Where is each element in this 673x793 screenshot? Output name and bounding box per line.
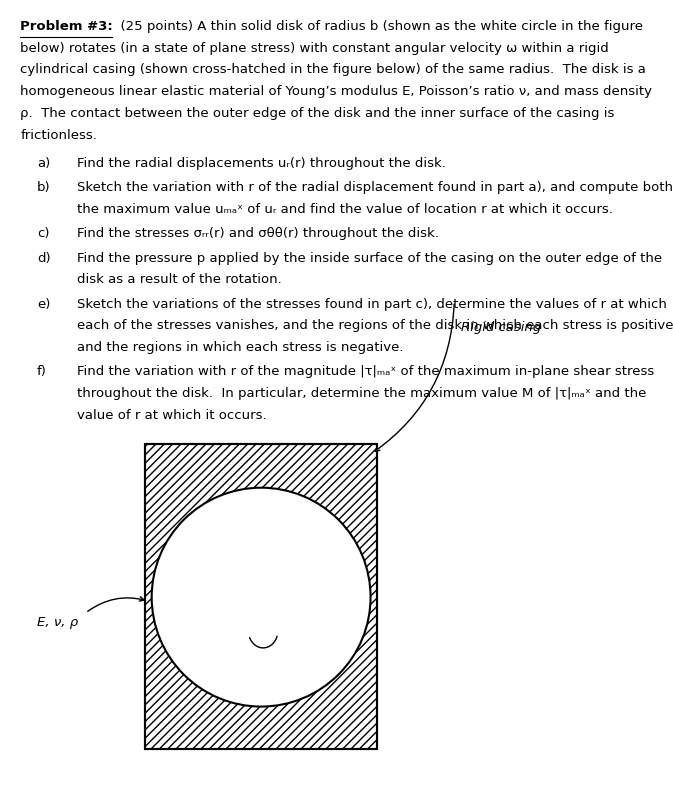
Text: Find the stresses σᵣᵣ(r) and σθθ(r) throughout the disk.: Find the stresses σᵣᵣ(r) and σθθ(r) thro…	[77, 228, 439, 240]
Text: Rigid casing: Rigid casing	[461, 321, 541, 334]
Text: r: r	[225, 535, 230, 548]
Text: a): a)	[37, 157, 50, 170]
Text: Sketch the variation with r of the radial displacement found in part a), and com: Sketch the variation with r of the radia…	[77, 182, 673, 194]
Text: the maximum value uₘₐˣ of uᵣ and find the value of location r at which it occurs: the maximum value uₘₐˣ of uᵣ and find th…	[77, 203, 613, 216]
Text: ρ.  The contact between the outer edge of the disk and the inner surface of the : ρ. The contact between the outer edge of…	[20, 107, 614, 120]
Text: b): b)	[37, 182, 50, 194]
Bar	[145, 444, 377, 749]
Text: disk as a result of the rotation.: disk as a result of the rotation.	[77, 274, 282, 286]
Text: b: b	[311, 564, 319, 577]
Text: Sketch the variations of the stresses found in part c), determine the values of : Sketch the variations of the stresses fo…	[77, 297, 667, 311]
Text: value of r at which it occurs.: value of r at which it occurs.	[77, 409, 267, 422]
Text: c): c)	[37, 228, 50, 240]
Text: Find the radial displacements uᵣ(r) throughout the disk.: Find the radial displacements uᵣ(r) thro…	[77, 157, 446, 170]
Text: frictionless.: frictionless.	[20, 129, 97, 142]
Text: f): f)	[37, 366, 47, 378]
Text: throughout the disk.  In particular, determine the maximum value M of |τ|ₘₐˣ and: throughout the disk. In particular, dete…	[77, 387, 647, 400]
Text: Find the variation with r of the magnitude |τ|ₘₐˣ of the maximum in-plane shear : Find the variation with r of the magnitu…	[77, 366, 655, 378]
Text: homogeneous linear elastic material of Young’s modulus E, Poisson’s ratio ν, and: homogeneous linear elastic material of Y…	[20, 86, 652, 98]
Text: (25 points) A thin solid disk of radius b (shown as the white circle in the figu: (25 points) A thin solid disk of radius …	[112, 20, 643, 33]
Text: Problem #3:: Problem #3:	[20, 20, 113, 33]
Bar	[145, 444, 377, 749]
Text: d): d)	[37, 251, 50, 265]
Text: e): e)	[37, 297, 50, 311]
Text: cylindrical casing (shown cross-hatched in the figure below) of the same radius.: cylindrical casing (shown cross-hatched …	[20, 63, 646, 76]
Text: below) rotates (in a state of plane stress) with constant angular velocity ω wit: below) rotates (in a state of plane stre…	[20, 41, 609, 55]
Text: and the regions in which each stress is negative.: and the regions in which each stress is …	[77, 341, 404, 354]
Text: E, ν, ρ: E, ν, ρ	[37, 616, 78, 629]
Ellipse shape	[151, 488, 371, 707]
Text: each of the stresses vanishes, and the regions of the disk in which each stress : each of the stresses vanishes, and the r…	[77, 320, 673, 332]
Text: ω: ω	[256, 645, 268, 659]
Text: Find the pressure p applied by the inside surface of the casing on the outer edg: Find the pressure p applied by the insid…	[77, 251, 662, 265]
